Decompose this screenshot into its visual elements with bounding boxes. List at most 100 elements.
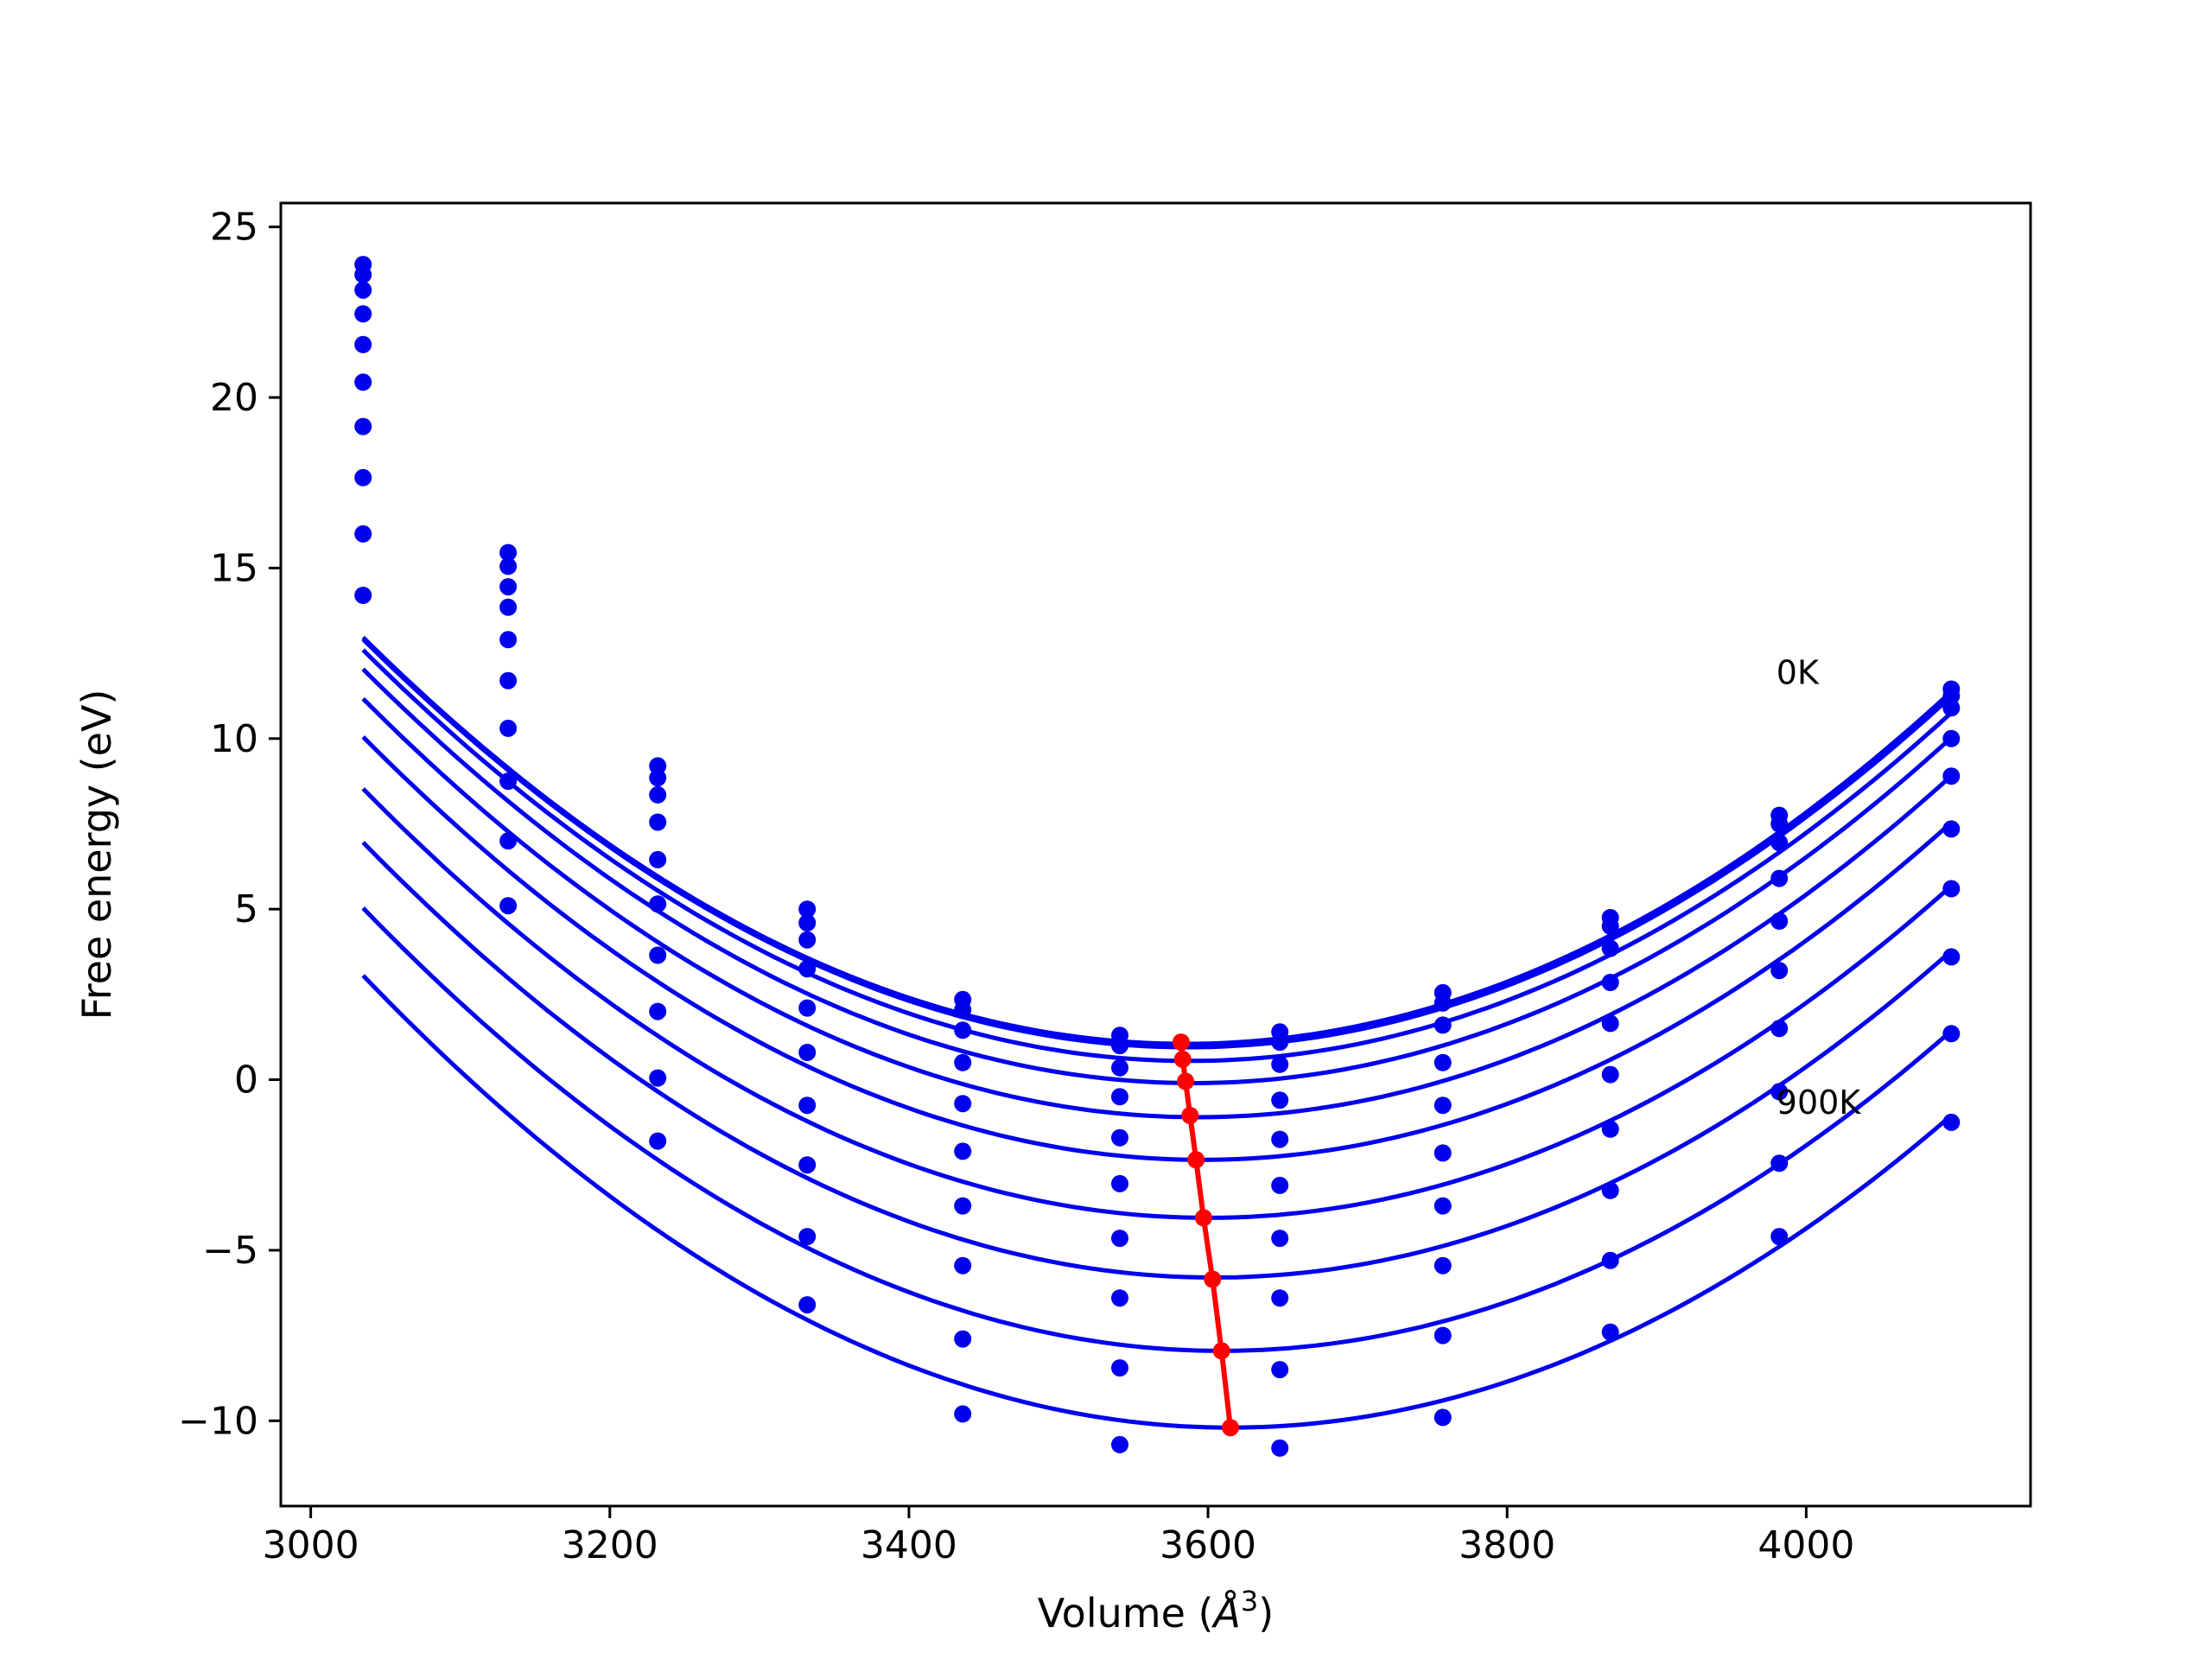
data-point-7-8 (1601, 1181, 1619, 1199)
data-point-8-10 (1942, 1025, 1961, 1043)
data-point-5-8 (1601, 1065, 1619, 1084)
data-point-4-10 (1942, 767, 1961, 785)
x-axis-label: Volume (Å3) (1038, 1585, 1274, 1637)
data-point-7-1 (499, 772, 518, 791)
data-point-2-3 (798, 931, 817, 949)
minimum-point-5 (1194, 1209, 1212, 1227)
data-point-4-0 (354, 335, 372, 353)
minimum-point-1 (1173, 1050, 1192, 1068)
data-point-6-8 (1601, 1120, 1619, 1138)
data-point-9-3 (798, 1296, 817, 1314)
data-point-2-1 (499, 578, 518, 596)
data-point-3-7 (1433, 1053, 1452, 1071)
data-point-5-3 (798, 1044, 817, 1061)
data-point-8-7 (1433, 1326, 1452, 1344)
y-tick-label-3: 5 (234, 887, 258, 931)
data-point-4-9 (1770, 912, 1789, 930)
minimum-point-3 (1181, 1107, 1199, 1124)
data-point-1-8 (1601, 917, 1619, 935)
fit-curve-2 (361, 648, 1953, 1064)
data-point-9-2 (649, 1132, 667, 1150)
data-point-8-6 (1271, 1361, 1289, 1379)
data-point-9-1 (499, 897, 518, 915)
data-point-2-7 (1433, 1016, 1452, 1034)
data-point-1-6 (1271, 1033, 1289, 1052)
data-point-1-10 (1942, 687, 1961, 705)
x-tick-label-5: 4000 (1758, 1523, 1854, 1567)
data-point-1-9 (1770, 815, 1789, 833)
annotation-1: 900K (1777, 1084, 1862, 1122)
x-tick-label-2: 3400 (861, 1523, 957, 1567)
data-point-9-5 (1111, 1435, 1128, 1453)
y-axis-label: Free energy (eV) (73, 690, 120, 1020)
data-point-3-6 (1271, 1091, 1289, 1109)
data-point-2-10 (1942, 699, 1961, 717)
data-point-5-6 (1271, 1176, 1289, 1194)
data-point-7-9 (1770, 1083, 1789, 1101)
fit-curve-8 (361, 906, 1953, 1353)
data-point-4-6 (1271, 1130, 1289, 1148)
fit-curve-3 (361, 667, 1953, 1086)
data-point-6-0 (354, 417, 372, 435)
y-tick-label-7: 25 (210, 206, 258, 250)
data-point-7-5 (1111, 1289, 1128, 1307)
minimum-point-4 (1187, 1151, 1205, 1169)
x-tick-label-4: 3800 (1459, 1523, 1555, 1567)
minimum-line (1172, 1033, 1239, 1437)
minimum-point-7 (1212, 1342, 1230, 1360)
data-point-6-5 (1111, 1230, 1128, 1248)
data-point-1-7 (1433, 994, 1452, 1012)
minimum-point-8 (1222, 1419, 1239, 1437)
data-point-5-5 (1111, 1174, 1128, 1192)
data-point-3-10 (1942, 729, 1961, 747)
data-point-2-0 (354, 281, 372, 299)
data-point-8-5 (1111, 1359, 1128, 1377)
y-axis-ticks: −10 −5 0 5 10 15 20 25 (178, 206, 281, 1443)
data-point-6-9 (1770, 1020, 1789, 1038)
x-tick-label-0: 3000 (263, 1523, 359, 1567)
data-point-7-7 (1433, 1256, 1452, 1274)
data-point-9-7 (1433, 1408, 1452, 1427)
y-tick-label-4: 10 (210, 717, 258, 761)
data-point-7-10 (1942, 948, 1961, 966)
data-point-5-4 (954, 1142, 972, 1160)
data-point-4-3 (798, 999, 817, 1017)
minimum-point-6 (1204, 1270, 1222, 1288)
data-point-9-4 (954, 1405, 972, 1423)
fit-curve-5 (361, 735, 1953, 1162)
data-point-4-4 (954, 1095, 972, 1113)
data-point-1-5 (1111, 1037, 1128, 1055)
x-tick-label-1: 3200 (562, 1523, 658, 1567)
data-point-4-7 (1433, 1096, 1452, 1115)
fit-curve-9 (361, 974, 1953, 1430)
y-tick-label-6: 20 (210, 376, 258, 420)
annotations: 0K 900K (1777, 654, 1862, 1122)
minimum-point-2 (1177, 1072, 1195, 1090)
data-point-8-3 (798, 1228, 817, 1246)
data-point-2-4 (954, 1021, 972, 1039)
data-point-6-3 (798, 1096, 817, 1115)
data-points (354, 256, 1961, 1457)
data-point-8-2 (649, 1069, 667, 1087)
data-point-8-8 (1601, 1251, 1619, 1269)
data-point-9-8 (1601, 1323, 1619, 1341)
data-point-5-7 (1433, 1144, 1452, 1162)
data-point-6-6 (1271, 1230, 1289, 1248)
data-point-3-4 (954, 1053, 972, 1071)
data-point-7-6 (1271, 1289, 1289, 1307)
x-axis-label-prefix: Volume ( (1038, 1590, 1214, 1637)
y-tick-label-1: −5 (202, 1229, 258, 1273)
data-point-6-2 (649, 946, 667, 964)
data-point-6-4 (954, 1197, 972, 1215)
data-point-9-0 (354, 587, 372, 604)
fit-curves (361, 635, 1953, 1430)
data-point-9-6 (1271, 1439, 1289, 1457)
data-point-3-5 (1111, 1088, 1128, 1106)
data-point-4-8 (1601, 1014, 1619, 1033)
data-point-3-9 (1770, 869, 1789, 887)
data-point-5-9 (1770, 962, 1789, 980)
data-point-3-2 (649, 813, 667, 831)
y-tick-label-2: 0 (234, 1058, 258, 1103)
